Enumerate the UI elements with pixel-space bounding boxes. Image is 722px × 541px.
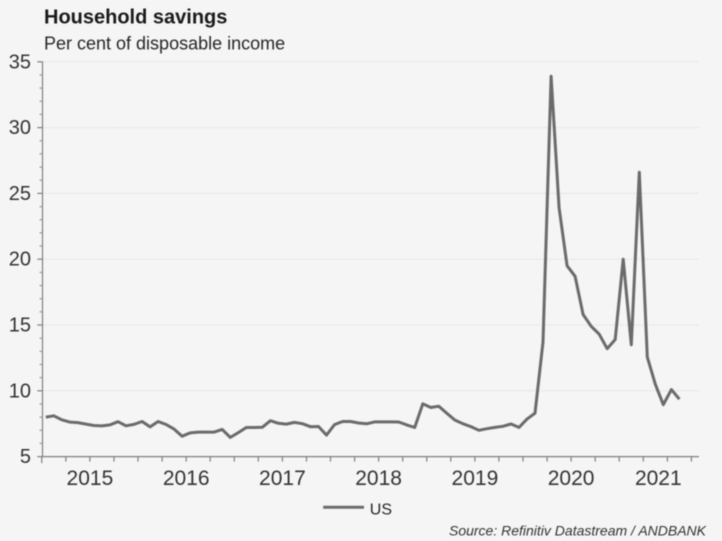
svg-text:20: 20 [9,249,31,271]
svg-text:30: 30 [9,117,31,139]
svg-text:2018: 2018 [355,467,402,490]
svg-text:Household savings: Household savings [44,7,227,29]
svg-text:2020: 2020 [548,467,595,490]
svg-text:2016: 2016 [163,467,210,490]
svg-text:2021: 2021 [635,467,682,490]
svg-text:2019: 2019 [452,467,499,490]
svg-text:25: 25 [9,183,31,205]
svg-text:2017: 2017 [259,467,306,490]
svg-text:Per cent of disposable income: Per cent of disposable income [44,34,285,54]
svg-text:35: 35 [9,51,31,73]
svg-text:15: 15 [9,315,31,337]
svg-text:5: 5 [20,446,31,468]
svg-text:2015: 2015 [67,467,114,490]
svg-text:US: US [370,501,392,518]
svg-text:10: 10 [9,380,31,402]
svg-text:Source: Refinitiv Datastream /: Source: Refinitiv Datastream / ANDBANK [449,523,707,539]
